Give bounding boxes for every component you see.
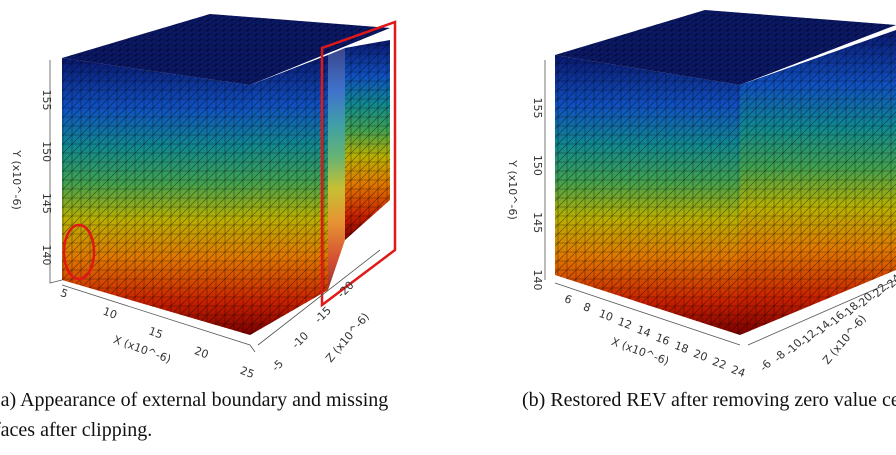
- y-tick-label: 145: [40, 193, 53, 214]
- x-tick-label: 8: [582, 300, 593, 315]
- y-axis-label: Y (x10^-6): [10, 149, 23, 210]
- mesh-cube-a: [49, 14, 397, 353]
- x-tick-label: 22: [710, 355, 728, 372]
- x-tick-label: 25: [238, 364, 256, 380]
- z-tick-label: -5: [269, 357, 286, 374]
- x-tick-label: 18: [673, 339, 691, 356]
- y-tick-label: 150: [40, 141, 53, 162]
- x-tick-label: 10: [101, 305, 119, 322]
- x-tick-label: 15: [147, 325, 165, 342]
- x-axis-label: X (x10^-6): [112, 333, 173, 366]
- caption: (b) Restored REV after removing zero val…: [522, 389, 896, 411]
- x-tick-label: 16: [654, 331, 672, 348]
- y-tick-label: 140: [40, 245, 53, 266]
- y-tick-label: 155: [40, 90, 53, 111]
- x-tick-label: 24: [729, 363, 747, 380]
- y-axis-label: Y (x10^-6): [506, 159, 519, 220]
- z-axis-label: Z (x10^-6): [323, 310, 372, 365]
- z-tick-label: -6: [757, 357, 774, 374]
- x-tick-label: 10: [597, 307, 615, 324]
- x-tick-label: 5: [59, 286, 70, 301]
- x-tick-label: 20: [692, 347, 710, 364]
- y-tick-label: 155: [531, 98, 544, 119]
- x-tick-label: 20: [193, 344, 211, 361]
- y-tick-label: 140: [531, 270, 544, 291]
- z-tick-label: -15: [312, 304, 334, 326]
- y-tick-label: 150: [531, 155, 544, 176]
- x-tick-label: 6: [563, 292, 574, 307]
- caption: (a) Appearance of external boundary and …: [0, 389, 389, 441]
- renderings: 155 150 145 140 Y (x10^-6) 5 10 15 20 25 X (x10^-6…: [10, 10, 896, 380]
- y-tick-label: 145: [531, 212, 544, 233]
- x-tick-label: 12: [616, 315, 634, 332]
- mesh-cube-b: [544, 10, 896, 346]
- x-tick-label: 14: [635, 323, 653, 340]
- z-tick-label: -10: [289, 329, 311, 351]
